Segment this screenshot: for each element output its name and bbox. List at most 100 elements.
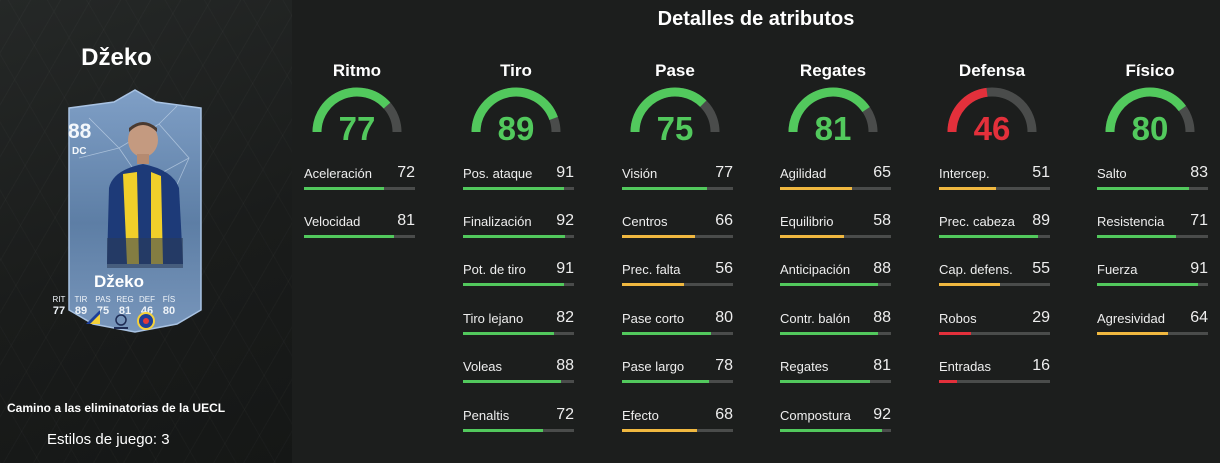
stat-value: 16 bbox=[1032, 357, 1050, 374]
stat-row: Entradas 16 bbox=[939, 357, 1050, 389]
stat-value: 56 bbox=[715, 260, 733, 277]
stat-bar-track bbox=[939, 380, 1050, 383]
category-value: 89 bbox=[497, 110, 535, 147]
stat-bar-fill bbox=[622, 283, 685, 286]
stat-bar-track bbox=[304, 235, 415, 238]
stat-bar-track bbox=[463, 283, 574, 286]
stat-row: Cap. defens. 55 bbox=[939, 260, 1050, 292]
card-player-name: Džeko bbox=[93, 272, 145, 291]
stat-label: Pot. de tiro bbox=[463, 262, 526, 277]
stat-value: 64 bbox=[1190, 309, 1208, 326]
stat-row: Visión 77 bbox=[622, 164, 733, 196]
stat-bar-fill bbox=[304, 235, 394, 238]
gauge-fill bbox=[788, 87, 870, 133]
stat-row: Efecto 68 bbox=[622, 406, 733, 438]
stat-row: Agilidad 65 bbox=[780, 164, 891, 196]
stat-label: Anticipación bbox=[780, 262, 851, 277]
stat-row: Robos 29 bbox=[939, 309, 1050, 341]
stat-label: Velocidad bbox=[304, 214, 361, 229]
stat-label: Compostura bbox=[780, 408, 851, 423]
card-background bbox=[68, 89, 202, 333]
stat-row: Agresividad 64 bbox=[1097, 309, 1208, 341]
stat-bar-fill bbox=[463, 332, 555, 335]
stat-bar-track bbox=[463, 235, 574, 238]
category-value: 46 bbox=[973, 110, 1011, 147]
category-gauge bbox=[630, 87, 720, 133]
card-mini-stat: REG 81 bbox=[116, 295, 134, 317]
stat-label: Pase largo bbox=[622, 359, 685, 374]
stat-bar-fill bbox=[780, 332, 878, 335]
stat-row: Aceleración 72 bbox=[304, 164, 415, 196]
stat-bar-fill bbox=[463, 429, 543, 432]
stat-value: 66 bbox=[715, 212, 733, 229]
stat-bar-fill bbox=[622, 429, 698, 432]
stat-label: Efecto bbox=[622, 408, 659, 423]
playstyles-count[interactable]: Estilos de juego: 3 bbox=[47, 431, 170, 448]
stat-bar-track bbox=[1097, 332, 1208, 335]
gauge-fill bbox=[947, 87, 988, 133]
stat-value: 55 bbox=[1032, 260, 1050, 277]
stat-value: 92 bbox=[556, 212, 574, 229]
stat-value: 78 bbox=[715, 357, 733, 374]
player-card[interactable]: 88 DC Džeko RIT 77 TIR 89 PAS 75 REG 81 DEF 4… bbox=[53, 88, 211, 334]
category-gauge bbox=[312, 87, 402, 133]
stat-row: Pos. ataque 91 bbox=[463, 164, 574, 196]
stat-label: Fuerza bbox=[1097, 262, 1138, 277]
stat-label: Prec. cabeza bbox=[939, 214, 1015, 229]
stat-value: 81 bbox=[397, 212, 415, 229]
stat-bar-track bbox=[939, 332, 1050, 335]
stat-bar-track bbox=[1097, 235, 1208, 238]
stat-value: 72 bbox=[397, 164, 415, 181]
stat-label: Resistencia bbox=[1097, 214, 1165, 229]
gauge-fill bbox=[312, 87, 391, 133]
stat-bar-track bbox=[939, 187, 1050, 190]
stat-value: 82 bbox=[556, 309, 574, 326]
stat-label: Pase corto bbox=[622, 311, 685, 326]
stat-value: 58 bbox=[873, 212, 891, 229]
stat-bar-track bbox=[622, 380, 733, 383]
page-title: Detalles de atributos bbox=[657, 8, 855, 30]
card-mini-stat: DEF 46 bbox=[139, 295, 155, 317]
stat-label: Entradas bbox=[939, 359, 992, 374]
stat-bar-track bbox=[463, 380, 574, 383]
stat-row: Pase largo 78 bbox=[622, 357, 733, 389]
stat-label: Centros bbox=[622, 214, 668, 229]
stat-row: Centros 66 bbox=[622, 212, 733, 244]
stat-bar-track bbox=[622, 429, 733, 432]
stat-bar-fill bbox=[463, 187, 564, 190]
stat-label: Intercep. bbox=[939, 166, 990, 181]
stat-row: Regates 81 bbox=[780, 357, 891, 389]
stat-bar-fill bbox=[939, 283, 1001, 286]
stat-bar-fill bbox=[1097, 187, 1190, 190]
stat-bar-fill bbox=[463, 380, 561, 383]
stat-bar-fill bbox=[622, 187, 708, 190]
category-title: Regates bbox=[799, 61, 867, 80]
stat-label: Tiro lejano bbox=[463, 311, 524, 326]
stat-bar-track bbox=[622, 187, 733, 190]
stat-value: 88 bbox=[873, 260, 891, 277]
stat-value: 29 bbox=[1032, 309, 1050, 326]
stat-bar-fill bbox=[1097, 283, 1198, 286]
stat-value: 91 bbox=[556, 260, 574, 277]
card-mini-stat: PAS 75 bbox=[95, 295, 111, 317]
stat-label: Penaltis bbox=[463, 408, 510, 423]
stat-bar-track bbox=[939, 235, 1050, 238]
stat-bar-fill bbox=[463, 283, 564, 286]
stat-bar-track bbox=[780, 429, 891, 432]
stat-label: Pos. ataque bbox=[463, 166, 533, 181]
stat-label: Agilidad bbox=[780, 166, 827, 181]
stat-row: Pase corto 80 bbox=[622, 309, 733, 341]
gauge-fill bbox=[630, 87, 707, 133]
card-mini-stat: TIR 89 bbox=[74, 295, 88, 317]
stat-row: Anticipación 88 bbox=[780, 260, 891, 292]
stat-label: Prec. falta bbox=[622, 262, 681, 277]
stat-row: Compostura 92 bbox=[780, 406, 891, 438]
stat-bar-track bbox=[780, 332, 891, 335]
stat-label: Agresividad bbox=[1097, 311, 1165, 326]
category-value: 77 bbox=[338, 110, 376, 147]
stat-bar-track bbox=[463, 187, 574, 190]
stat-row: Velocidad 81 bbox=[304, 212, 415, 244]
stat-row: Finalización 92 bbox=[463, 212, 574, 244]
stat-bar-track bbox=[780, 187, 891, 190]
stat-value: 91 bbox=[1190, 260, 1208, 277]
